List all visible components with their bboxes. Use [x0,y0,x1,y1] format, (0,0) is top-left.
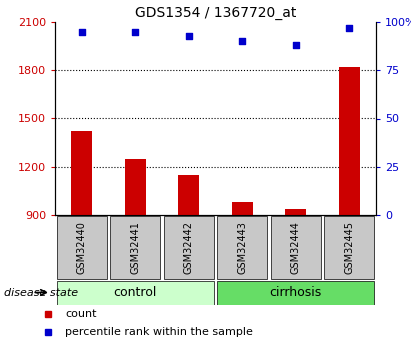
Bar [285,209,307,215]
Text: GSM32443: GSM32443 [237,221,247,274]
Text: control: control [113,286,157,299]
FancyBboxPatch shape [57,280,214,305]
FancyBboxPatch shape [110,216,160,279]
FancyBboxPatch shape [324,216,374,279]
Point [346,25,353,31]
Bar [71,131,92,215]
Bar [339,67,360,215]
Bar [125,159,146,215]
Text: GSM32441: GSM32441 [130,221,140,274]
Text: GSM32440: GSM32440 [77,221,87,274]
Point [132,29,139,34]
Bar [178,175,199,215]
Point [185,33,192,38]
Title: GDS1354 / 1367720_at: GDS1354 / 1367720_at [135,6,296,20]
Text: GSM32444: GSM32444 [291,221,301,274]
Text: disease state: disease state [4,287,78,297]
Point [239,39,245,44]
Text: count: count [65,309,97,319]
Text: cirrhosis: cirrhosis [270,286,322,299]
Text: percentile rank within the sample: percentile rank within the sample [65,327,253,337]
Point [79,29,85,34]
FancyBboxPatch shape [164,216,214,279]
Point [293,42,299,48]
Text: GSM32445: GSM32445 [344,221,354,274]
Bar [231,202,253,215]
FancyBboxPatch shape [217,216,268,279]
FancyBboxPatch shape [270,216,321,279]
FancyBboxPatch shape [57,216,107,279]
FancyBboxPatch shape [217,280,374,305]
Text: GSM32442: GSM32442 [184,221,194,274]
